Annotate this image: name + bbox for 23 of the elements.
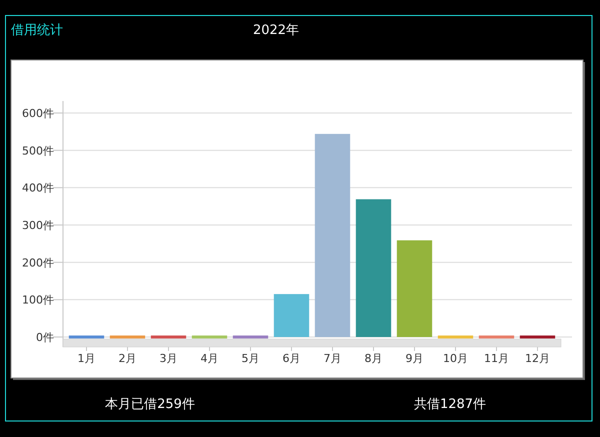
- ytick: 100件: [22, 294, 54, 307]
- xtick: 4月: [200, 352, 218, 365]
- annotation: 共借1287件: [414, 397, 486, 412]
- xtick: 5月: [242, 352, 260, 365]
- ytick: 400件: [22, 182, 54, 195]
- subtitle: 2022年: [252, 23, 300, 38]
- xtick: 3月: [160, 352, 178, 365]
- xtick: 12月: [525, 352, 550, 365]
- xtick: 1月: [78, 352, 96, 365]
- xtick: 9月: [406, 352, 424, 365]
- xtick: 2月: [118, 352, 136, 365]
- annotation: 本月已借259件: [105, 397, 195, 412]
- xtick: 6月: [282, 352, 300, 365]
- ytick: 0件: [36, 331, 54, 344]
- ytick: 600件: [22, 107, 54, 120]
- ytick: 500件: [22, 144, 54, 158]
- xtick: 10月: [443, 352, 468, 365]
- xtick: 7月: [324, 352, 342, 365]
- ytick: 200件: [22, 256, 54, 270]
- xtick: 11月: [484, 352, 509, 365]
- ytick: 300件: [22, 219, 54, 232]
- title: 借用统计: [11, 23, 63, 38]
- xtick: 8月: [364, 352, 382, 365]
